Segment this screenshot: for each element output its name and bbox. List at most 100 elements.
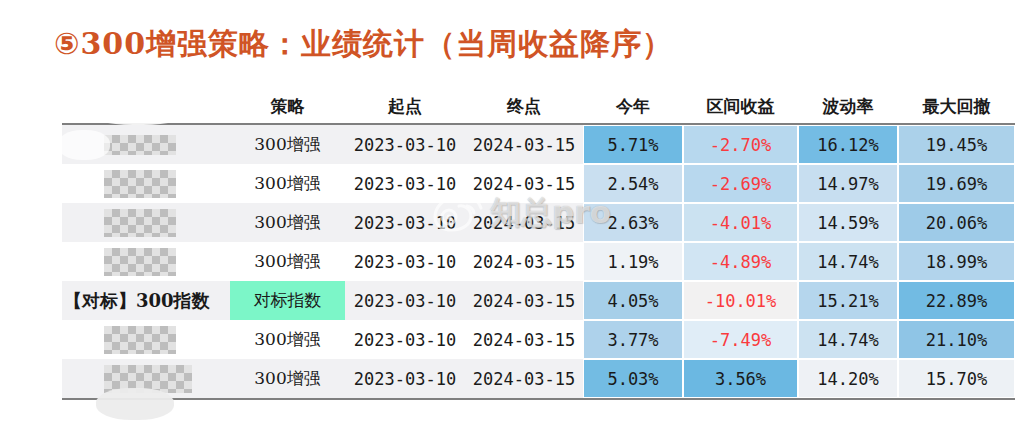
- cell-vol-value: 14.74%: [798, 320, 898, 359]
- cell-interval-value: -2.70%: [683, 125, 798, 164]
- cell-start-date: 2023-03-10: [345, 320, 465, 359]
- cell-vol: 14.97%: [798, 164, 898, 203]
- cell-strategy: 300增强: [230, 320, 345, 359]
- page-title: ⑤300增强策略：业绩统计（当周收益降序）: [54, 24, 673, 65]
- column-header-end: 终点: [465, 90, 583, 123]
- cell-ytd-value: 1.19%: [583, 242, 683, 281]
- cell-ytd: 2.54%: [583, 164, 683, 203]
- cell-mdd-value: 15.70%: [898, 359, 1015, 398]
- cell-mdd-value: 20.06%: [898, 203, 1015, 242]
- cell-vol-value: 14.59%: [798, 203, 898, 242]
- cell-name: 【对标】300指数: [62, 281, 230, 320]
- blur-artifact: [88, 99, 188, 125]
- cell-start-date: 2023-03-10: [345, 359, 465, 398]
- cell-name: [62, 203, 230, 242]
- cell-interval: -2.70%: [683, 125, 798, 164]
- cell-interval-value: 3.56%: [683, 359, 798, 398]
- cell-interval: 3.56%: [683, 359, 798, 398]
- cell-interval: -4.89%: [683, 242, 798, 281]
- cell-mdd: 20.06%: [898, 203, 1015, 242]
- cell-vol: 16.12%: [798, 125, 898, 164]
- table-row: 【对标】300指数对标指数2023-03-102024-03-154.05%-1…: [62, 281, 1015, 320]
- cell-start-date: 2023-03-10: [345, 242, 465, 281]
- column-header-ytd: 今年: [583, 90, 683, 123]
- cell-end-date: 2024-03-15: [465, 320, 583, 359]
- masked-name-mosaic: [104, 248, 176, 276]
- cell-vol-value: 14.97%: [798, 164, 898, 203]
- cell-ytd-value: 4.05%: [583, 281, 683, 320]
- cell-interval: -7.49%: [683, 320, 798, 359]
- cell-strategy-benchmark-highlight: 对标指数: [230, 281, 345, 320]
- performance-table: 策略起点终点今年区间收益波动率最大回撤 300增强2023-03-102024-…: [62, 90, 1015, 400]
- masked-name-mosaic: [104, 326, 176, 354]
- column-header-start: 起点: [345, 90, 465, 123]
- cell-ytd-value: 5.71%: [583, 125, 683, 164]
- cell-vol: 14.59%: [798, 203, 898, 242]
- table-row: 300增强2023-03-102024-03-155.03%3.56%14.20…: [62, 359, 1015, 398]
- cell-mdd-value: 22.89%: [898, 281, 1015, 320]
- cell-mdd: 15.70%: [898, 359, 1015, 398]
- cell-name: [62, 164, 230, 203]
- cell-vol-value: 14.20%: [798, 359, 898, 398]
- cell-end-date: 2024-03-15: [465, 242, 583, 281]
- table-row: 300增强2023-03-102024-03-151.19%-4.89%14.7…: [62, 242, 1015, 281]
- cell-end-date: 2024-03-15: [465, 203, 583, 242]
- cell-name: [62, 242, 230, 281]
- cell-strategy: 300增强: [230, 164, 345, 203]
- cell-interval-value: -10.01%: [683, 281, 798, 320]
- column-header-vol: 波动率: [798, 90, 898, 123]
- cell-ytd: 5.03%: [583, 359, 683, 398]
- cell-start-date: 2023-03-10: [345, 203, 465, 242]
- cell-mdd: 18.99%: [898, 242, 1015, 281]
- cell-mdd: 19.45%: [898, 125, 1015, 164]
- cell-start-date: 2023-03-10: [345, 164, 465, 203]
- cell-mdd-value: 18.99%: [898, 242, 1015, 281]
- masked-name-mosaic: [104, 135, 176, 155]
- cell-mdd-value: 19.45%: [898, 125, 1015, 164]
- cell-vol: 14.20%: [798, 359, 898, 398]
- cell-mdd: 22.89%: [898, 281, 1015, 320]
- cell-strategy: 300增强: [230, 242, 345, 281]
- cell-vol-value: 15.21%: [798, 281, 898, 320]
- blur-artifact: [96, 388, 174, 420]
- cell-end-date: 2024-03-15: [465, 359, 583, 398]
- cell-vol: 15.21%: [798, 281, 898, 320]
- cell-ytd-value: 5.03%: [583, 359, 683, 398]
- cell-end-date: 2024-03-15: [465, 164, 583, 203]
- table-row: 300增强2023-03-102024-03-152.63%-4.01%14.5…: [62, 203, 1015, 242]
- cell-end-date: 2024-03-15: [465, 281, 583, 320]
- table-body: 300增强2023-03-102024-03-155.71%-2.70%16.1…: [62, 125, 1015, 400]
- cell-ytd-value: 2.63%: [583, 203, 683, 242]
- cell-interval: -4.01%: [683, 203, 798, 242]
- cell-interval: -10.01%: [683, 281, 798, 320]
- cell-ytd-value: 3.77%: [583, 320, 683, 359]
- table-row: 300增强2023-03-102024-03-153.77%-7.49%14.7…: [62, 320, 1015, 359]
- cell-strategy: 300增强: [230, 203, 345, 242]
- cell-ytd: 4.05%: [583, 281, 683, 320]
- cell-vol: 14.74%: [798, 320, 898, 359]
- cell-interval-value: -2.69%: [683, 164, 798, 203]
- cell-interval-value: -7.49%: [683, 320, 798, 359]
- column-header-mdd: 最大回撤: [898, 90, 1015, 123]
- cell-ytd-value: 2.54%: [583, 164, 683, 203]
- blur-artifact: [58, 130, 110, 160]
- table-header-row: 策略起点终点今年区间收益波动率最大回撤: [62, 90, 1015, 125]
- cell-mdd-value: 21.10%: [898, 320, 1015, 359]
- cell-ytd: 3.77%: [583, 320, 683, 359]
- column-header-interval: 区间收益: [683, 90, 798, 123]
- cell-mdd-value: 19.69%: [898, 164, 1015, 203]
- cell-start-date: 2023-03-10: [345, 125, 465, 164]
- cell-strategy: 300增强: [230, 125, 345, 164]
- cell-vol-value: 14.74%: [798, 242, 898, 281]
- cell-interval: -2.69%: [683, 164, 798, 203]
- cell-ytd: 2.63%: [583, 203, 683, 242]
- cell-interval-value: -4.01%: [683, 203, 798, 242]
- cell-mdd: 21.10%: [898, 320, 1015, 359]
- cell-mdd: 19.69%: [898, 164, 1015, 203]
- cell-vol: 14.74%: [798, 242, 898, 281]
- cell-ytd: 5.71%: [583, 125, 683, 164]
- table-row: 300增强2023-03-102024-03-155.71%-2.70%16.1…: [62, 125, 1015, 164]
- masked-name-mosaic: [104, 170, 176, 198]
- cell-strategy: 300增强: [230, 359, 345, 398]
- masked-name-mosaic: [104, 209, 176, 237]
